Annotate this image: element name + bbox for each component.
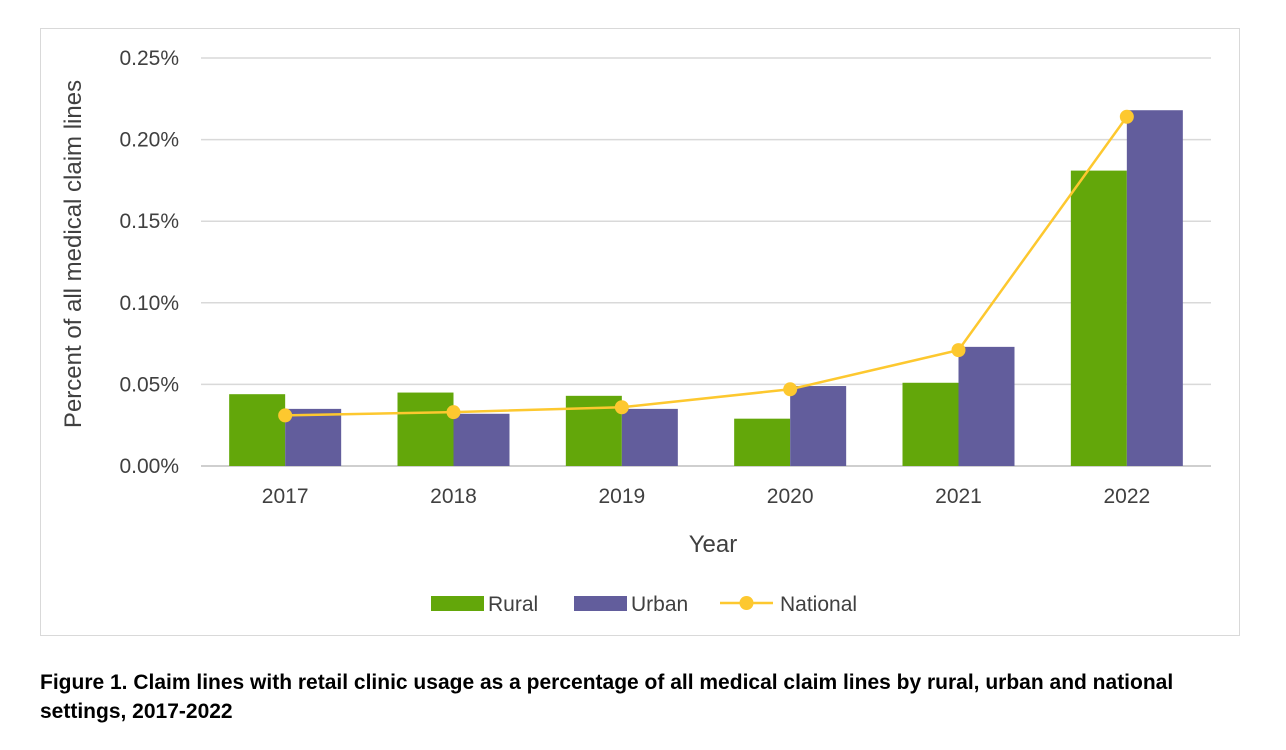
chart-frame: 0.00% 0.05% 0.10% 0.15% 0.20% 0.25% 2017 2018 20… xyxy=(40,28,1240,636)
y-tick-label: 0.00% xyxy=(119,455,179,478)
y-tick-label: 0.10% xyxy=(119,292,179,315)
line-national xyxy=(285,116,1128,417)
legend-swatch-urban xyxy=(574,596,627,611)
point-national-2019 xyxy=(614,400,629,415)
legend-label-national: National xyxy=(780,593,857,616)
y-tick-label: 0.05% xyxy=(119,373,179,396)
chart: 0.00% 0.05% 0.10% 0.15% 0.20% 0.25% 2017 2018 20… xyxy=(60,47,1211,616)
y-axis-title: Percent of all medical claim lines xyxy=(60,80,87,428)
bar-urban-2018 xyxy=(453,413,510,466)
bar-rural-2018 xyxy=(397,392,454,466)
x-tick-label: 2019 xyxy=(598,485,645,508)
legend: Rural Urban National xyxy=(431,593,857,616)
bar-urban-2017 xyxy=(285,408,342,466)
point-national-2022 xyxy=(1119,109,1134,124)
bar-urban-2020 xyxy=(790,386,847,466)
legend-label-rural: Rural xyxy=(488,593,538,616)
bar-rural-2017 xyxy=(229,394,286,466)
point-national-2020 xyxy=(783,382,798,397)
x-tick-label: 2020 xyxy=(767,485,814,508)
gridlines xyxy=(201,57,1211,467)
point-national-2017 xyxy=(278,408,293,423)
bars xyxy=(229,110,1183,466)
y-tick-label: 0.20% xyxy=(119,129,179,152)
national-line xyxy=(278,109,1134,423)
x-tick-label: 2021 xyxy=(935,485,982,508)
x-axis-title: Year xyxy=(689,531,738,558)
figure-caption: Figure 1. Claim lines with retail clinic… xyxy=(40,671,1174,723)
bar-urban-2022 xyxy=(1126,110,1183,466)
legend-swatch-rural xyxy=(431,596,484,611)
point-national-2021 xyxy=(951,343,966,358)
bar-rural-2021 xyxy=(902,382,959,466)
bar-rural-2022 xyxy=(1070,170,1127,466)
y-tick-label: 0.25% xyxy=(119,47,179,70)
legend-label-urban: Urban xyxy=(631,593,688,616)
y-tick-label: 0.15% xyxy=(119,210,179,233)
x-tick-label: 2018 xyxy=(430,485,477,508)
x-tick-label: 2022 xyxy=(1103,485,1150,508)
bar-rural-2020 xyxy=(734,418,791,466)
legend-marker-national xyxy=(739,596,754,610)
bar-urban-2019 xyxy=(621,408,678,466)
point-national-2018 xyxy=(446,405,461,420)
x-tick-label: 2017 xyxy=(262,485,309,508)
bar-urban-2021 xyxy=(958,346,1015,466)
tick-labels: 0.00% 0.05% 0.10% 0.15% 0.20% 0.25% 2017 2018 20… xyxy=(119,47,1150,508)
